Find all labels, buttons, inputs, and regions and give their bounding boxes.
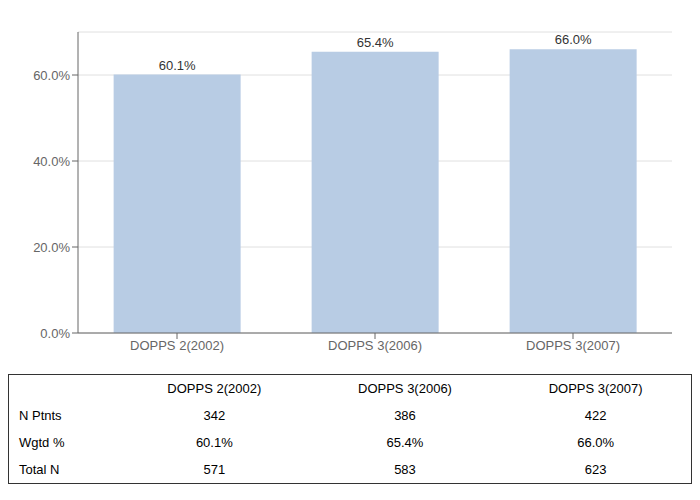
svg-text:40.0%: 40.0% <box>33 154 70 169</box>
html-text:Wgtd %: Wgtd % <box>19 435 65 450</box>
html-text:DOPPS 3(2007): DOPPS 3(2007) <box>548 381 643 396</box>
html-text:60.1%: 60.1% <box>195 435 233 450</box>
svg-text:DOPPS 2(2002): DOPPS 2(2002) <box>130 338 224 353</box>
html-text:583: 583 <box>394 462 416 477</box>
html-text:386: 386 <box>394 408 416 423</box>
svg-text:20.0%: 20.0% <box>33 240 70 255</box>
html-text:N Ptnts: N Ptnts <box>19 408 62 423</box>
html-text:623: 623 <box>584 462 607 477</box>
html-text:342: 342 <box>203 408 226 423</box>
svg-text:DOPPS 3(2006): DOPPS 3(2006) <box>328 338 422 353</box>
svg-text:0.0%: 0.0% <box>40 326 70 341</box>
html-text:Total N: Total N <box>19 462 60 477</box>
svg-text:60.0%: 60.0% <box>33 68 70 83</box>
svg-text:65.4%: 65.4% <box>357 35 394 50</box>
html-text:571: 571 <box>203 462 226 477</box>
html-text:DOPPS 3(2006): DOPPS 3(2006) <box>358 381 452 396</box>
svg-text:60.1%: 60.1% <box>159 58 196 73</box>
html-text:422: 422 <box>584 408 607 423</box>
svg-text:66.0%: 66.0% <box>555 32 592 47</box>
html-text:65.4%: 65.4% <box>386 435 424 450</box>
html-text:DOPPS 2(2002): DOPPS 2(2002) <box>167 381 262 396</box>
html-text:66.0%: 66.0% <box>577 435 615 450</box>
svg-text:DOPPS 3(2007): DOPPS 3(2007) <box>526 338 620 353</box>
